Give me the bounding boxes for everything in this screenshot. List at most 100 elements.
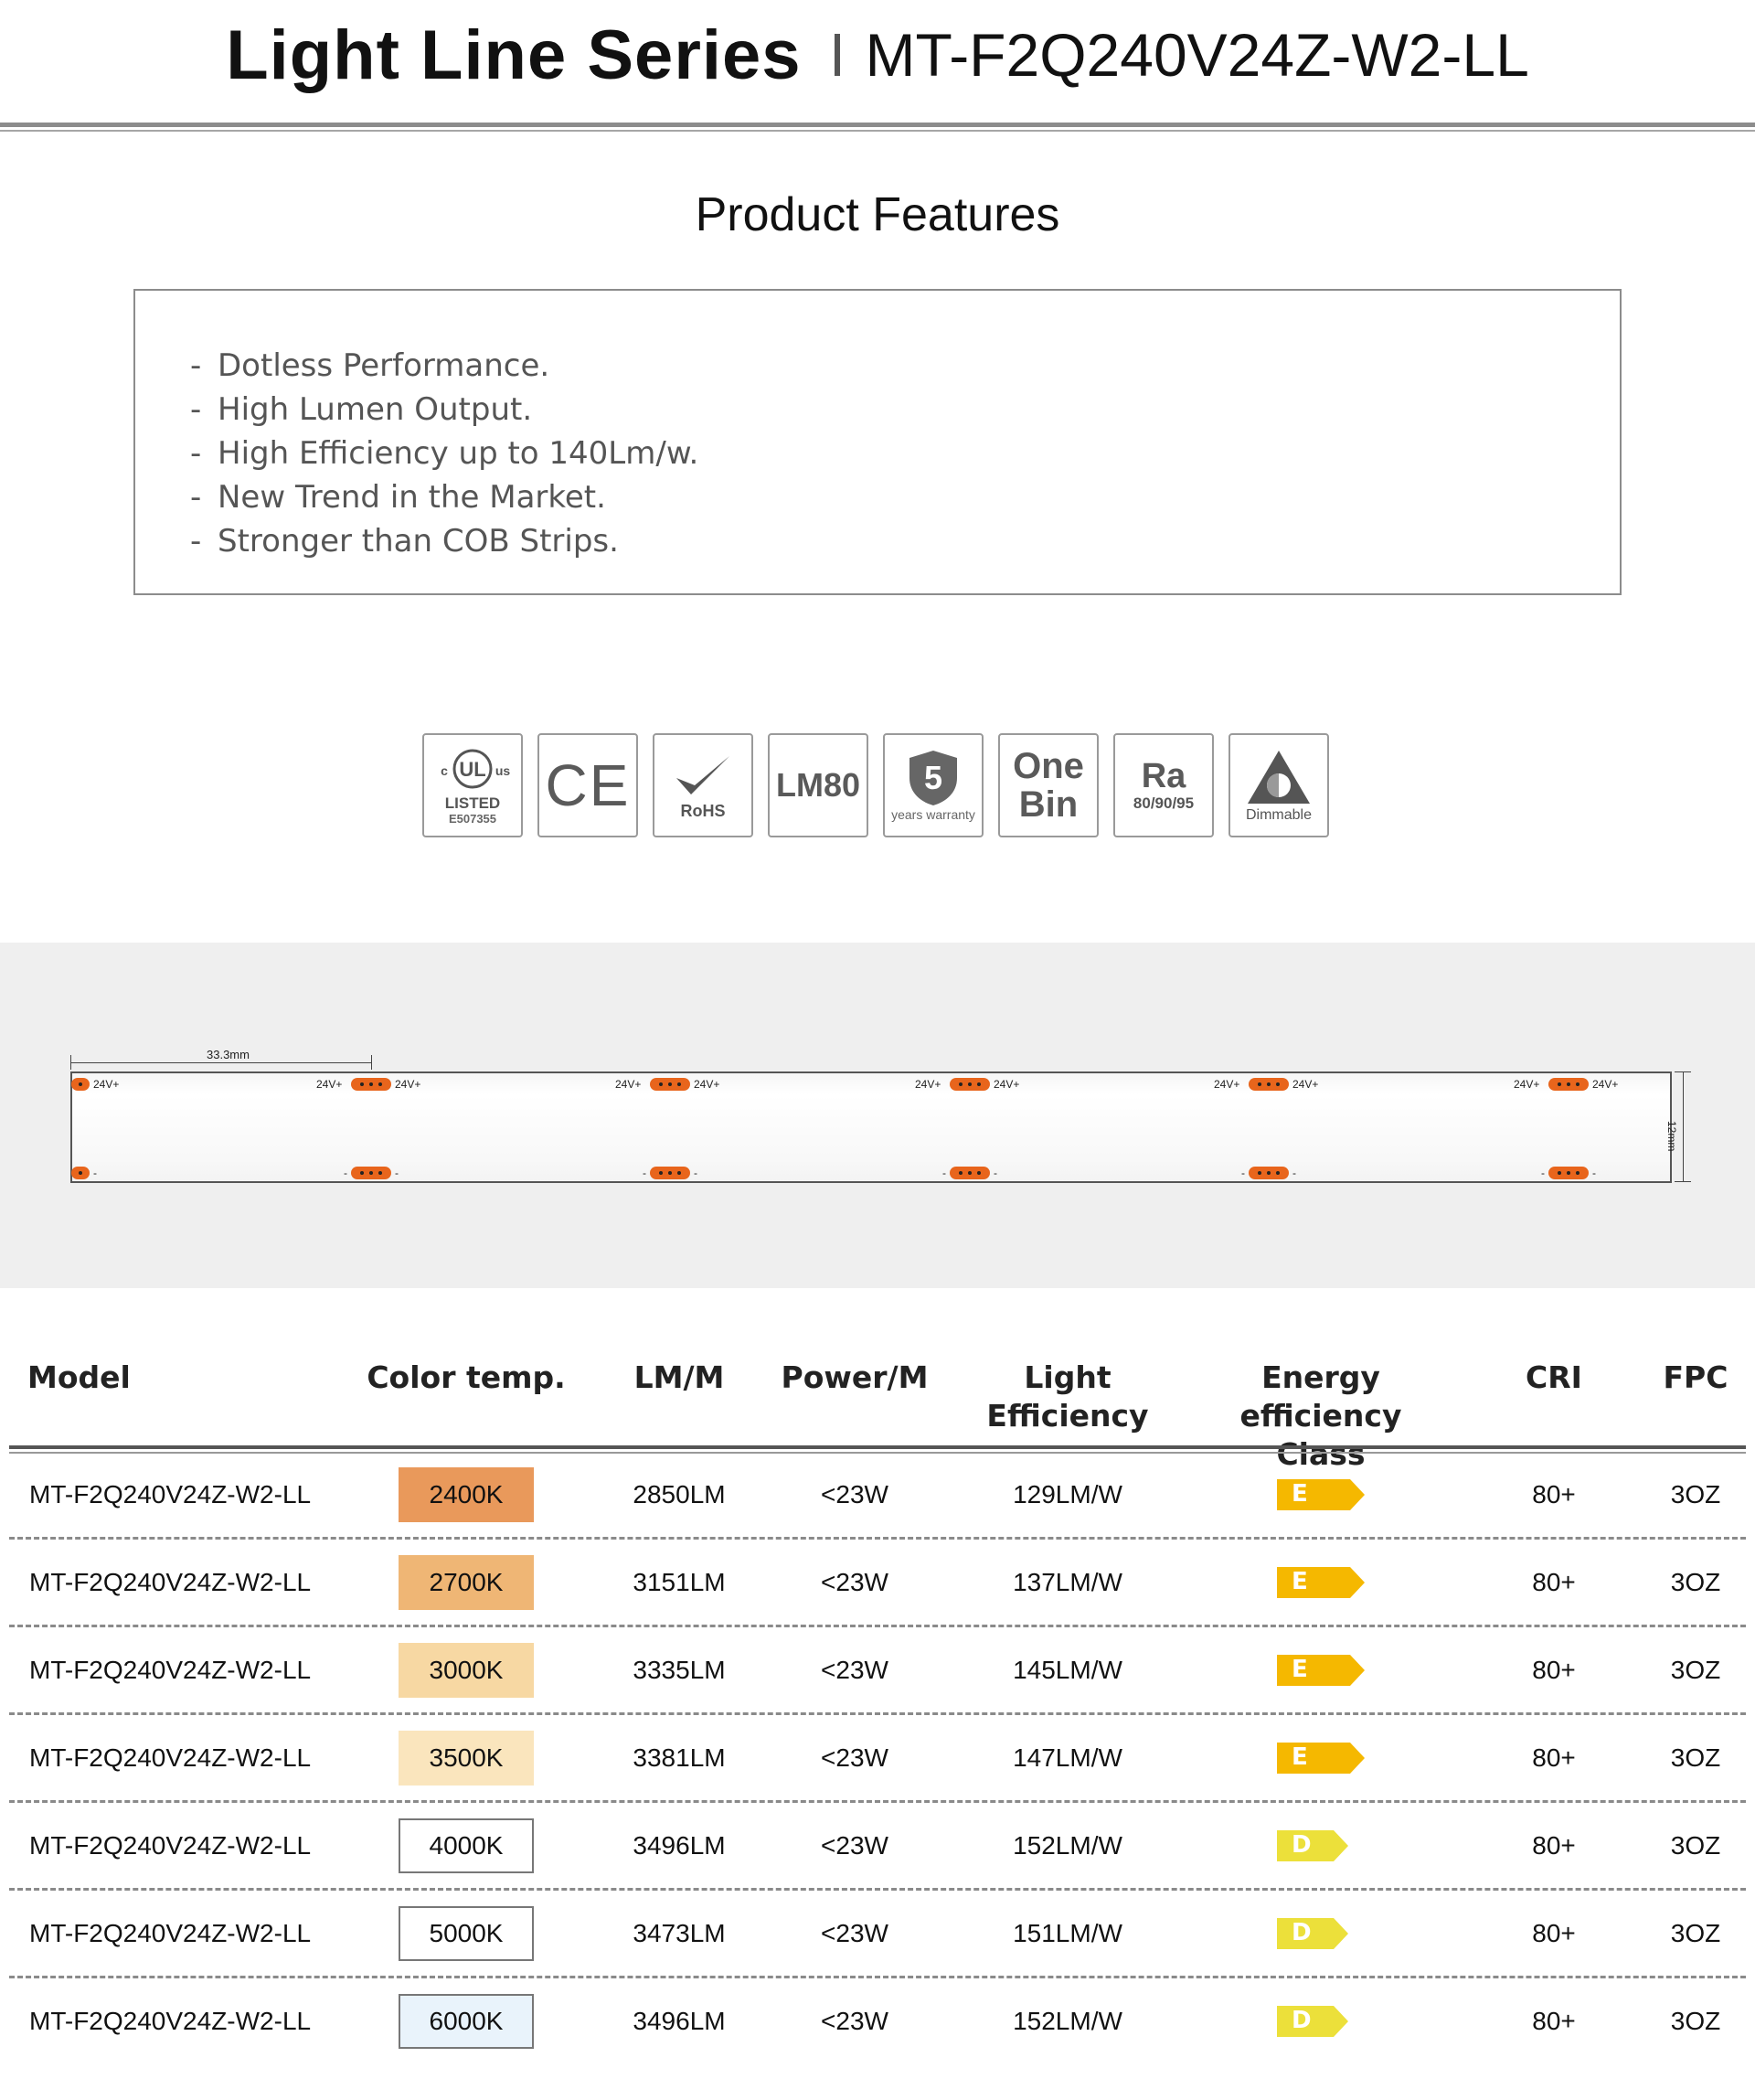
- color-temp-swatch: 3000K: [399, 1643, 534, 1698]
- solder-pad: [650, 1167, 690, 1179]
- cell-fpc: 3OZ: [1670, 1480, 1721, 1508]
- pad-label-minus: -: [344, 1167, 347, 1179]
- pad-label-plus: 24V+: [395, 1078, 421, 1091]
- cell-cri: 80+: [1532, 1743, 1576, 1772]
- energy-class-arrow: D: [1277, 2006, 1365, 2037]
- header-efficiency-line1: Light: [1024, 1359, 1112, 1395]
- pad-dot: [360, 1171, 364, 1175]
- energy-class-arrow: E: [1277, 1567, 1365, 1598]
- cell-model: MT-F2Q240V24Z-W2-LL: [29, 1480, 312, 1508]
- cell-fpc: 3OZ: [1670, 2007, 1721, 2035]
- solder-pad-edge: [71, 1078, 90, 1091]
- pad-label-minus: -: [1292, 1167, 1296, 1179]
- cell-efficiency: 137LM/W: [1013, 1568, 1122, 1596]
- color-temp-swatch: 6000K: [399, 1994, 534, 2049]
- warranty-badge: 5 years warranty: [883, 733, 984, 837]
- cut-dimension-tick-left: [70, 1055, 71, 1070]
- solder-pad: [950, 1167, 990, 1179]
- cell-color-temp: 5000K: [356, 1890, 576, 1977]
- feature-text: Stronger than COB Strips.: [218, 523, 619, 560]
- table-row: MT-F2Q240V24Z-W2-LL 5000K 3473LM <23W 151LM/…: [0, 1890, 1755, 1977]
- pad-dot: [659, 1171, 663, 1175]
- pad-label-minus: -: [942, 1167, 946, 1179]
- model-title: MT-F2Q240V24Z-W2-LL: [865, 21, 1529, 89]
- pad-label-plus: 24V+: [316, 1078, 343, 1091]
- ra-label: Ra: [1141, 757, 1186, 795]
- cell-efficiency: 129LM/W: [1013, 1480, 1122, 1508]
- svg-text:5: 5: [924, 759, 942, 796]
- cell-model: MT-F2Q240V24Z-W2-LL: [29, 1831, 312, 1860]
- row-divider: [9, 1800, 1746, 1803]
- led-strip: [70, 1071, 1672, 1183]
- energy-class-arrow-shape: [1277, 1655, 1365, 1686]
- ce-badge: CE: [537, 733, 638, 837]
- solder-pad: [1249, 1167, 1289, 1179]
- table-row: MT-F2Q240V24Z-W2-LL 3000K 3335LM <23W 145LM/…: [0, 1626, 1755, 1714]
- cell-fpc: 3OZ: [1670, 1743, 1721, 1772]
- pad-dot: [959, 1171, 963, 1175]
- pad-dot: [369, 1171, 373, 1175]
- solder-pad: [950, 1078, 990, 1091]
- features-title: Product Features: [695, 188, 1060, 241]
- cell-cri: 80+: [1532, 1480, 1576, 1508]
- cell-energy-class: E: [1179, 1714, 1462, 1802]
- cell-energy-class: D: [1179, 1890, 1462, 1977]
- svg-text:UL: UL: [459, 758, 485, 781]
- cell-model: MT-F2Q240V24Z-W2-LL: [29, 2007, 312, 2035]
- cell-power: <23W: [821, 1743, 888, 1772]
- cell-cri: 80+: [1532, 1568, 1576, 1596]
- feature-text: New Trend in the Market.: [218, 479, 606, 516]
- features-list: - Dotless Performance. - High Lumen Output.…: [135, 291, 1620, 563]
- width-label: 12mm: [1665, 1121, 1678, 1152]
- table-row: MT-F2Q240V24Z-W2-LL 6000K 3496LM <23W 152LM/…: [0, 1977, 1755, 2065]
- pad-label-minus: -: [1241, 1167, 1245, 1179]
- series-title: Light Line Series: [226, 16, 802, 94]
- cell-cri: 80+: [1532, 1656, 1576, 1684]
- cell-fpc: 3OZ: [1670, 1919, 1721, 1947]
- cell-efficiency: 147LM/W: [1013, 1743, 1122, 1772]
- pad-label-minus: -: [93, 1167, 97, 1179]
- color-temp-swatch: 2700K: [399, 1555, 534, 1610]
- cell-model: MT-F2Q240V24Z-W2-LL: [29, 1568, 312, 1596]
- color-temp-swatch: 3500K: [399, 1731, 534, 1786]
- feature-item: - High Lumen Output.: [190, 388, 1620, 432]
- energy-class-letter: D: [1292, 1919, 1312, 1946]
- cell-efficiency: 152LM/W: [1013, 2007, 1122, 2035]
- pad-label-plus: 24V+: [615, 1078, 642, 1091]
- cell-power: <23W: [821, 1480, 888, 1508]
- svg-text:c: c: [441, 763, 448, 778]
- cell-lm: 3473LM: [633, 1919, 726, 1947]
- lm80-badge: LM80: [768, 733, 868, 837]
- pad-label-plus: 24V+: [1592, 1078, 1619, 1091]
- energy-class-letter: D: [1292, 2007, 1312, 2034]
- energy-class-letter: E: [1292, 1743, 1308, 1771]
- energy-class-letter: E: [1292, 1656, 1308, 1683]
- feature-bullet: -: [190, 391, 202, 428]
- pad-label-minus: -: [694, 1167, 697, 1179]
- dimmable-badge: Dimmable: [1228, 733, 1329, 837]
- page-header: Light Line Series MT-F2Q240V24Z-W2-LL: [0, 0, 1755, 110]
- pad-dot: [977, 1171, 981, 1175]
- pad-label-plus: 24V+: [915, 1078, 941, 1091]
- energy-class-arrow-shape: [1277, 1918, 1348, 1949]
- ul-listed-badge: UL c us LISTED E507355: [422, 733, 523, 837]
- ul-file-number: E507355: [448, 811, 497, 826]
- ra-values: 80/90/95: [1133, 794, 1195, 812]
- cell-color-temp: 2700K: [356, 1539, 576, 1626]
- header-efficiency-line2: Efficiency: [986, 1398, 1149, 1434]
- cell-color-temp: 6000K: [356, 1977, 576, 2065]
- table-row: MT-F2Q240V24Z-W2-LL 3500K 3381LM <23W 147LM/…: [0, 1714, 1755, 1802]
- pad-label-minus: -: [1592, 1167, 1596, 1179]
- color-temp-swatch: 4000K: [399, 1818, 534, 1873]
- cell-fpc: 3OZ: [1670, 1831, 1721, 1860]
- cell-energy-class: E: [1179, 1626, 1462, 1714]
- energy-class-arrow-shape: [1277, 1567, 1365, 1598]
- pad-dot: [659, 1082, 663, 1086]
- pad-label-plus: 24V+: [994, 1078, 1020, 1091]
- checkmark-icon: [676, 755, 729, 794]
- cell-lm: 3496LM: [633, 1831, 726, 1860]
- pad-dot: [360, 1082, 364, 1086]
- energy-class-arrow: E: [1277, 1743, 1365, 1774]
- pad-label-minus: -: [395, 1167, 399, 1179]
- pad-dot: [1558, 1171, 1561, 1175]
